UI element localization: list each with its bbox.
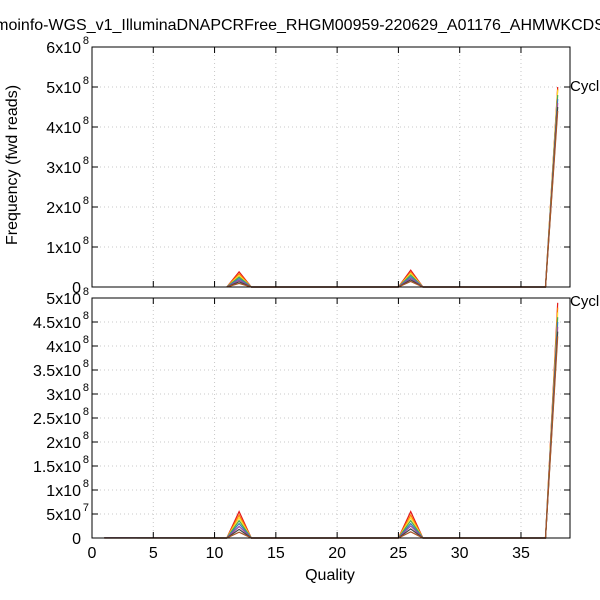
series-line-5 [104, 321, 559, 539]
y-tick-label: 4x10 [46, 339, 81, 356]
y-tick-label: 2x10 [46, 200, 81, 217]
y-tick-label-exponent: 8 [83, 478, 89, 490]
plot-frame [91, 297, 571, 539]
series-line-7 [226, 106, 559, 288]
y-tick-label-exponent: 8 [83, 430, 89, 442]
y-tick-label: 4x10 [46, 120, 81, 137]
y-tick-label: 1x10 [46, 240, 81, 257]
x-tick-label: 0 [88, 545, 97, 562]
y-tick-label-exponent: 8 [83, 115, 89, 127]
y-tick-label: 4.5x10 [33, 315, 81, 332]
y-tick-label-exponent: 8 [83, 382, 89, 394]
y-tick-label: 3x10 [46, 160, 81, 177]
series-line-2 [104, 307, 559, 539]
x-axis-label: Quality [305, 567, 355, 584]
y-axis-label: Frequency (fwd reads) [4, 85, 21, 245]
y-tick-label: 5x10 [46, 80, 81, 97]
y-tick-label: 2.5x10 [33, 411, 81, 428]
series-line-1 [226, 86, 559, 288]
y-tick-label: 6x10 [46, 40, 81, 57]
series-line-8 [226, 110, 559, 288]
plot-frame [91, 46, 571, 288]
y-tick-label-exponent: 8 [83, 310, 89, 322]
series-line-4 [226, 94, 559, 288]
y-tick-label-exponent: 8 [83, 195, 89, 207]
x-tick-label: 20 [328, 545, 346, 562]
y-tick-label: 1x10 [46, 483, 81, 500]
y-tick-label-exponent: 8 [83, 358, 89, 370]
x-tick-labels: 0 5 10 15 20 25 30 35 [88, 545, 530, 562]
y-tick-label-exponent: 8 [83, 454, 89, 466]
x-tick-label: 35 [512, 545, 530, 562]
y-tick-label-exponent: 8 [83, 235, 89, 247]
x-tick-label: 30 [451, 545, 469, 562]
y-tick-label: 5x10 [46, 291, 81, 308]
series-line-4 [104, 317, 559, 539]
y-tick-label: 0 [72, 531, 81, 548]
series-line-3 [226, 90, 559, 288]
series-line-6 [104, 326, 559, 539]
legend-label: Cycl [570, 78, 599, 95]
legend-label: Cycl [570, 293, 599, 310]
y-tick-label: 1.5x10 [33, 459, 81, 476]
y-tick-label: 0 [72, 280, 81, 297]
y-tick-label-exponent: 8 [83, 406, 89, 418]
y-tick-label: 2x10 [46, 435, 81, 452]
series-line-2 [226, 88, 559, 288]
x-tick-label: 5 [149, 545, 158, 562]
y-tick-label-exponent: 8 [83, 334, 89, 346]
y-tick-label-exponent: 8 [83, 286, 89, 298]
x-tick-label: 15 [267, 545, 285, 562]
x-tick-label: 10 [206, 545, 224, 562]
series-line-6 [226, 102, 559, 288]
y-tick-label-exponent: 8 [83, 155, 89, 167]
y-tick-label: 3.5x10 [33, 363, 81, 380]
y-tick-label: 5x10 [46, 507, 81, 524]
series-line-1 [104, 302, 559, 539]
y-tick-label-exponent: 8 [83, 75, 89, 87]
series-line-8 [104, 336, 559, 539]
series-line-7 [104, 331, 559, 539]
y-tick-label: 3x10 [46, 387, 81, 404]
y-tick-label-exponent: 8 [83, 35, 89, 47]
chart-title: moinfo-WGS_v1_IlluminaDNAPCRFree_RHGM009… [0, 17, 600, 34]
x-tick-label: 25 [390, 545, 408, 562]
y-tick-label-exponent: 7 [83, 502, 89, 514]
